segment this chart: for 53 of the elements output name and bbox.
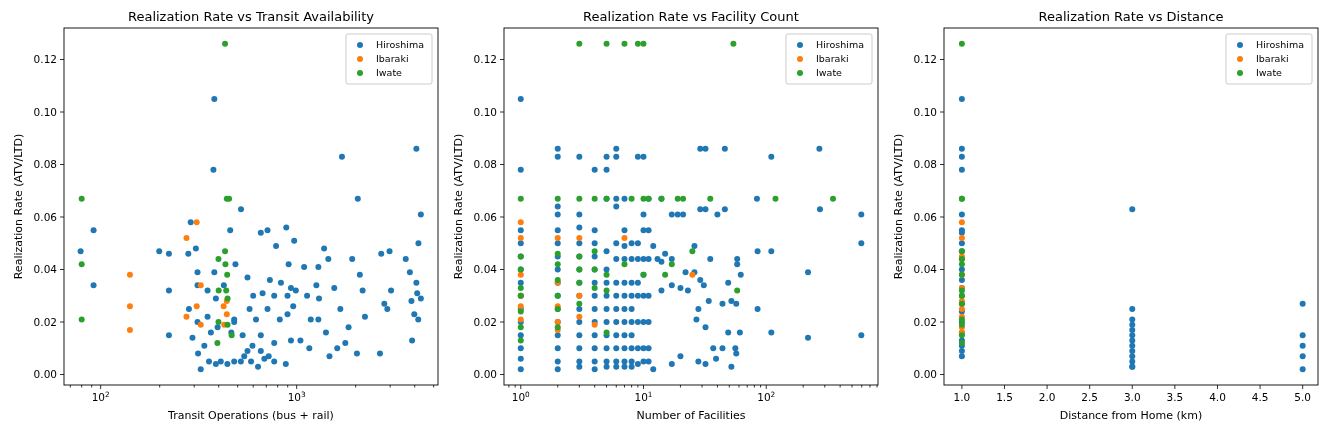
legend-label: Ibaraki xyxy=(376,53,409,65)
x-tick-label: 10$^{0}$ xyxy=(511,389,531,403)
y-tick-label: 0.00 xyxy=(473,368,497,381)
y-tick-label: 0.00 xyxy=(33,368,57,381)
x-tick-label: 10$^{2}$ xyxy=(91,389,110,403)
y-axis-title: Realization Rate (ATV/LTD) xyxy=(452,133,465,280)
legend-label: Iwate xyxy=(376,67,403,79)
x-tick-label: 10$^{3}$ xyxy=(287,389,307,403)
y-tick-label: 0.10 xyxy=(473,105,497,118)
y-tick-label: 0.04 xyxy=(913,263,938,276)
y-tick-label: 0.00 xyxy=(913,368,937,381)
y-axis-title: Realization Rate (ATV/LTD) xyxy=(12,133,25,280)
x-tick-label: 2.0 xyxy=(1038,391,1056,403)
x-tick-label: 1.5 xyxy=(996,391,1013,403)
legend-label: Ibaraki xyxy=(1256,53,1289,65)
y-tick-label: 0.04 xyxy=(473,263,498,276)
y-tick-label: 0.06 xyxy=(33,210,58,223)
y-tick-label: 0.06 xyxy=(473,210,498,223)
y-tick-label: 0.10 xyxy=(913,105,937,118)
y-axis-title: Realization Rate (ATV/LTD) xyxy=(892,133,905,280)
y-tick-label: 0.12 xyxy=(913,53,937,66)
y-tick-label: 0.02 xyxy=(913,315,937,328)
y-tick-label: 0.12 xyxy=(33,53,57,66)
y-tick-label: 0.10 xyxy=(33,105,57,118)
y-tick-label: 0.08 xyxy=(913,158,937,171)
legend-label: Iwate xyxy=(816,67,843,79)
x-tick-label: 3.5 xyxy=(1166,391,1184,403)
x-tick-label: 4.5 xyxy=(1251,391,1269,403)
chart-title: Realization Rate vs Facility Count xyxy=(583,9,799,24)
chart-title: Realization Rate vs Distance xyxy=(1038,9,1224,24)
y-tick-label: 0.02 xyxy=(473,315,497,328)
chart-title: Realization Rate vs Transit Availability xyxy=(127,9,375,24)
y-tick-label: 0.12 xyxy=(473,53,497,66)
y-tick-label: 0.04 xyxy=(33,263,58,276)
x-tick-label: 2.5 xyxy=(1081,391,1099,403)
x-tick-label: 1.0 xyxy=(953,391,971,403)
y-tick-label: 0.08 xyxy=(33,158,57,171)
legend-label: Hiroshima xyxy=(816,39,864,51)
x-tick-label: 5.0 xyxy=(1294,391,1312,403)
y-tick-label: 0.08 xyxy=(473,158,497,171)
legend-label: Hiroshima xyxy=(1256,39,1304,51)
x-tick-label: 10$^{2}$ xyxy=(757,389,776,403)
x-axis-title: Distance from Home (km) xyxy=(1059,409,1203,422)
legend-label: Ibaraki xyxy=(816,53,849,65)
y-tick-label: 0.06 xyxy=(913,210,938,223)
x-axis-title: Transit Operations (bus + rail) xyxy=(167,409,334,422)
x-tick-label: 3.0 xyxy=(1123,391,1141,403)
x-tick-label: 4.0 xyxy=(1209,391,1226,403)
legend-label: Iwate xyxy=(1256,67,1283,79)
x-tick-label: 10$^{1}$ xyxy=(634,389,653,403)
legend-label: Hiroshima xyxy=(376,39,424,51)
y-tick-label: 0.02 xyxy=(33,315,57,328)
x-axis-title: Number of Facilities xyxy=(636,409,746,422)
